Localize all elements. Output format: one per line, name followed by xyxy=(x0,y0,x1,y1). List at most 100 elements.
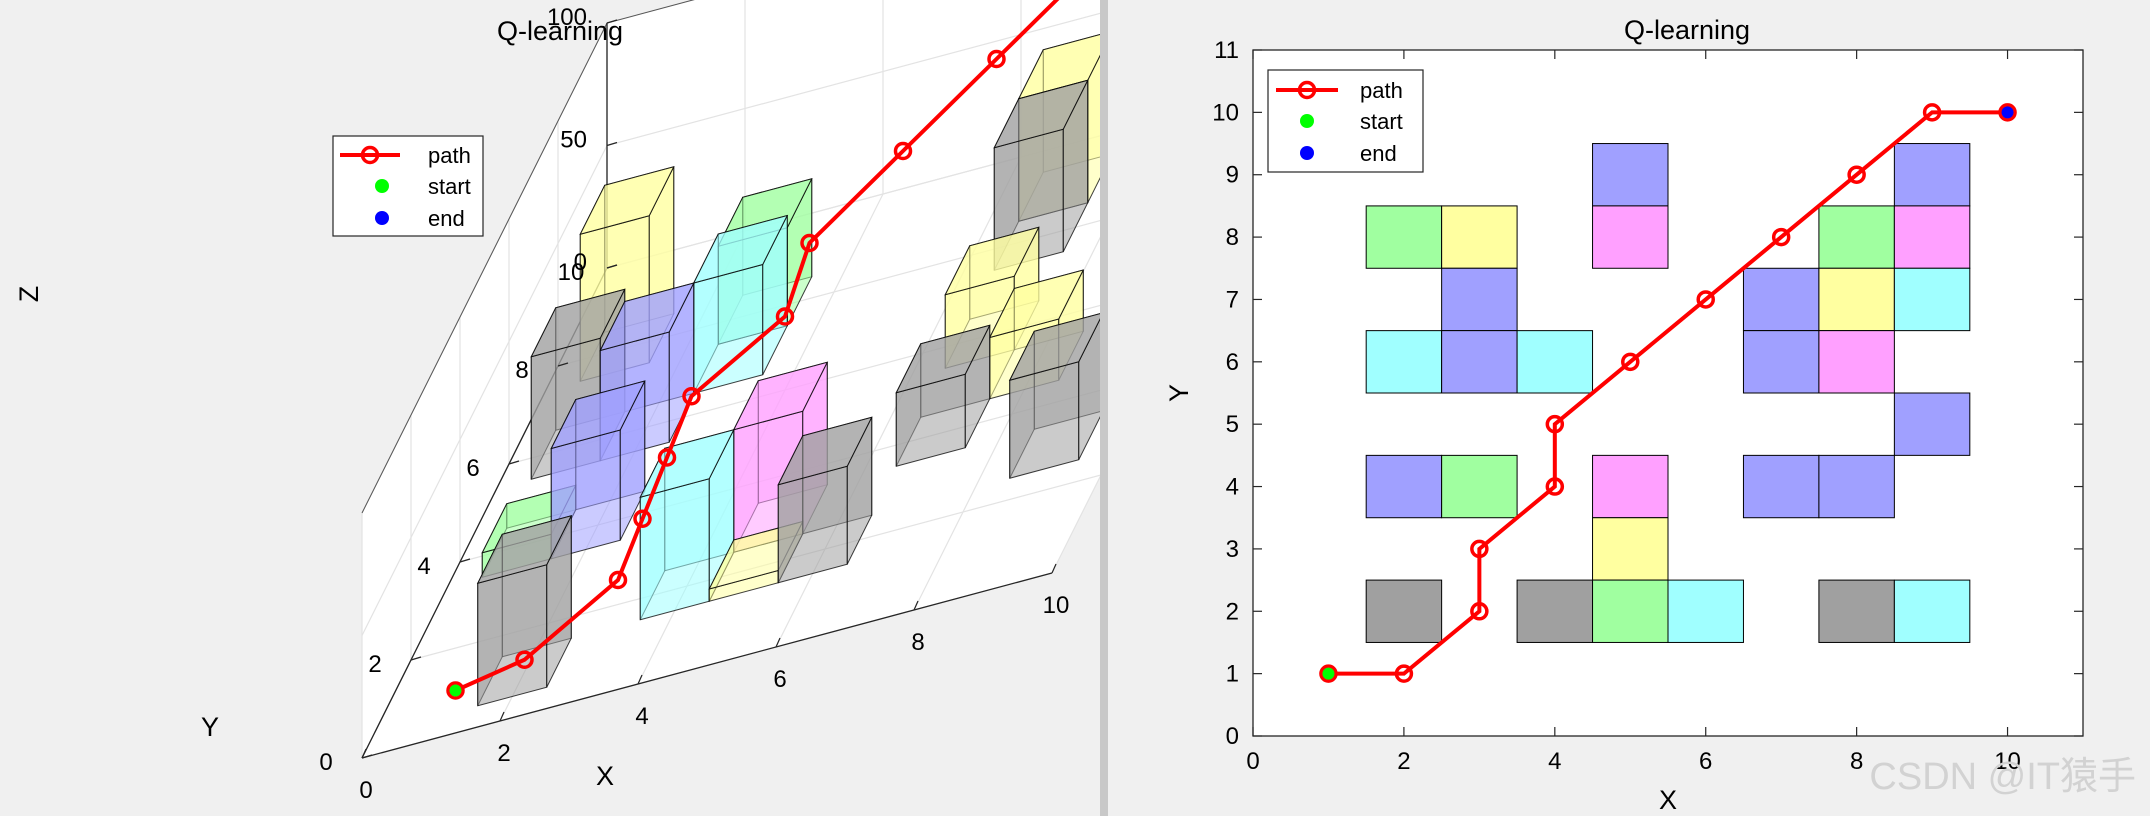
block-face xyxy=(477,564,548,707)
x-tick-label: 2 xyxy=(1397,748,1410,775)
obstacle-cell xyxy=(1818,579,1895,643)
path-point xyxy=(1545,414,1565,434)
y-tick-label: 6 xyxy=(466,455,479,482)
legend-path-marker xyxy=(360,145,380,165)
obstacle-block xyxy=(777,416,873,584)
x-tick-label: 10 xyxy=(1994,748,2021,775)
obstacle-cell xyxy=(1441,454,1518,519)
z-tick-label: 0 xyxy=(574,249,587,276)
obstacle-block xyxy=(639,428,735,621)
block-face xyxy=(1009,361,1080,479)
path-point xyxy=(515,650,534,669)
legend-start-marker xyxy=(375,179,389,193)
path-point xyxy=(657,448,677,467)
block-face xyxy=(944,226,1040,296)
block-face xyxy=(530,288,626,358)
obstacle-cell xyxy=(1365,579,1443,643)
path-point xyxy=(1621,352,1640,372)
block-face xyxy=(599,282,695,352)
y-tick-label: 9 xyxy=(1226,162,1239,189)
path-point xyxy=(633,509,652,528)
y-tick-label: 8 xyxy=(1226,224,1239,251)
y-tick-label: 7 xyxy=(1226,286,1239,313)
x-tick-mark xyxy=(637,674,643,685)
path-point xyxy=(1922,103,1942,122)
legend-box xyxy=(1267,69,1424,173)
obstacle-cell xyxy=(1893,205,1971,269)
obstacle-cell xyxy=(1516,579,1594,643)
y-tick-label: 2 xyxy=(1226,598,1239,625)
x-tick-label: 8 xyxy=(911,629,924,656)
legend-label: path xyxy=(1360,78,1403,103)
obstacle-cell xyxy=(1742,330,1820,394)
path-line xyxy=(1328,110,2008,676)
x-tick-label: 8 xyxy=(1850,748,1863,775)
y-tick-label: 1 xyxy=(1226,661,1239,688)
start-point xyxy=(1322,667,1335,680)
obstacle-cell xyxy=(1365,454,1443,519)
path-point xyxy=(1319,664,1338,683)
block-face xyxy=(476,514,573,585)
legend-label: end xyxy=(428,206,465,231)
path-point xyxy=(1470,602,1489,621)
path-point xyxy=(1470,539,1489,559)
axes-box xyxy=(1252,49,2084,737)
y-tick-label: 4 xyxy=(417,553,430,580)
y-tick-label: 10 xyxy=(558,259,585,286)
obstacle-cell xyxy=(1818,330,1895,394)
path-point xyxy=(893,141,913,161)
x-axis-label: X xyxy=(596,761,614,791)
path-point xyxy=(775,307,795,326)
obstacle-cell xyxy=(1441,205,1518,269)
legend-label: end xyxy=(1360,141,1397,166)
path-point xyxy=(1847,165,1866,184)
x-tick-label: 0 xyxy=(359,777,372,804)
z-tick-label: 50 xyxy=(560,127,587,154)
obstacle-cell xyxy=(1893,143,1971,207)
obstacle-cell xyxy=(1893,267,1971,332)
back-wall xyxy=(607,0,1100,268)
obstacle-cell xyxy=(1592,454,1669,519)
block-face xyxy=(693,263,764,394)
path-point xyxy=(1771,227,1791,247)
legend-label: start xyxy=(428,174,471,199)
y-axis-label: Y xyxy=(201,712,219,742)
obstacle-cell xyxy=(1441,267,1518,332)
block-face xyxy=(1078,318,1100,460)
block-face xyxy=(993,79,1089,149)
legend-end-marker xyxy=(1300,146,1314,160)
start-point xyxy=(449,684,462,697)
block-face xyxy=(550,380,646,450)
x-tick-mark xyxy=(775,637,781,648)
y-tick-label: 11 xyxy=(1214,37,1239,64)
obstacle-cell xyxy=(1592,205,1669,269)
block-face xyxy=(1008,313,1100,382)
y-tick-label: 4 xyxy=(1226,474,1239,501)
x-tick-mark xyxy=(913,600,919,611)
x-tick-label: 6 xyxy=(1699,748,1712,775)
chart-title: Q-learning xyxy=(497,16,623,46)
obstacle-cell xyxy=(1592,143,1669,207)
block-face xyxy=(988,269,1085,339)
obstacle-cell xyxy=(1818,267,1895,332)
obstacle-block xyxy=(476,514,573,707)
z-tick-mark xyxy=(606,264,618,269)
z-tick-label: 100 xyxy=(547,4,587,31)
block-face xyxy=(732,361,829,431)
legend-label: start xyxy=(1360,109,1403,134)
y-tick-label: 2 xyxy=(368,651,381,678)
legend-box xyxy=(332,135,484,237)
legend: path start end xyxy=(1267,69,1424,173)
x-tick-label: 2 xyxy=(497,740,510,767)
legend-path-marker xyxy=(1297,80,1317,100)
obstacle-cell xyxy=(1592,517,1669,581)
obstacle-block xyxy=(1008,313,1100,479)
y-tick-label: 6 xyxy=(1226,349,1239,376)
legend: path start end xyxy=(332,135,484,237)
block-face xyxy=(692,214,789,284)
z-tick-mark xyxy=(606,19,618,24)
x-tick-mark xyxy=(361,748,367,759)
block-face xyxy=(639,428,735,499)
